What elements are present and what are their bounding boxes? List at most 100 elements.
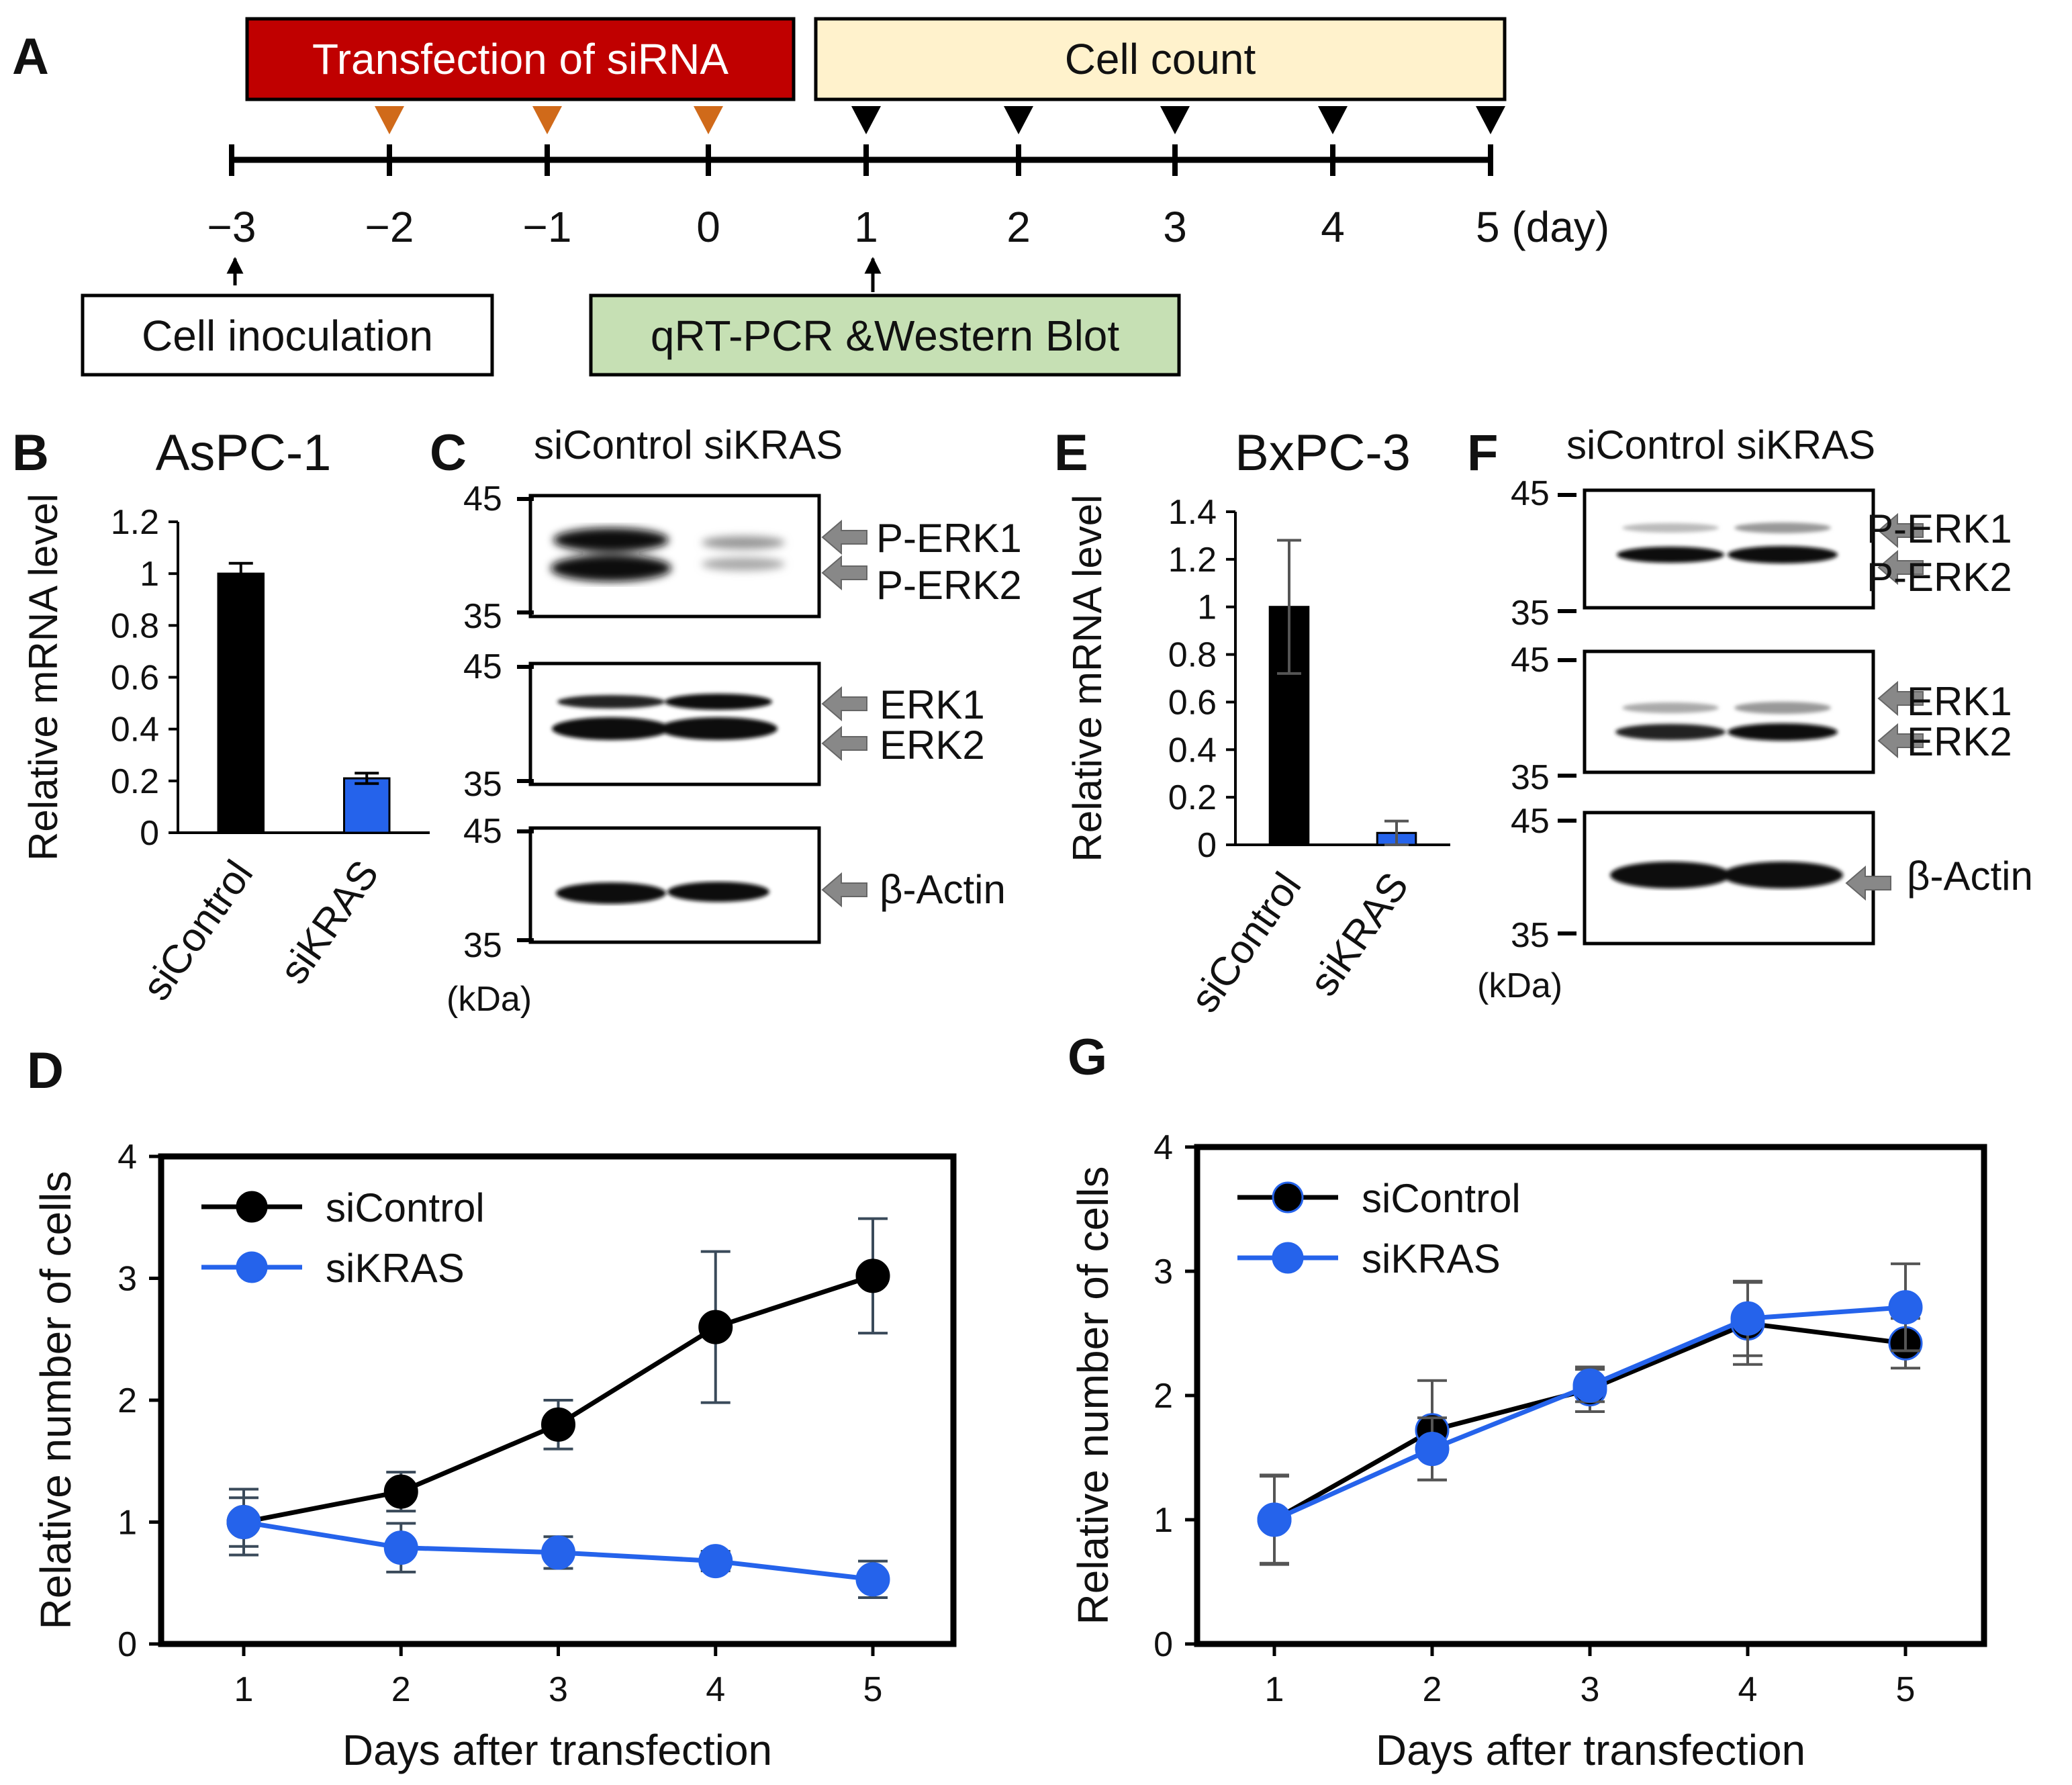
blot-c-header: siControl siKRAS (534, 422, 843, 467)
legend-marker (1272, 1181, 1304, 1214)
x-tick-label: 5 (1896, 1670, 1916, 1709)
cellcount-marker-icon (1160, 106, 1190, 134)
legend-marker (236, 1191, 268, 1223)
band-label-erk2: ERK2 (880, 723, 985, 768)
data-point (855, 1562, 890, 1597)
blot-c-actin (528, 826, 821, 944)
mw-marker: 45 (1511, 474, 1550, 513)
blot-panel-f: siControl siKRAS 45 35 45 35 45 (1477, 422, 2033, 1005)
transfection-label: Transfection of siRNA (312, 35, 728, 83)
blot-panel-c: siControl siKRAS 45 35 45 35 (446, 422, 1022, 1019)
panel-label-a: A (12, 28, 49, 85)
panel-label-c: C (430, 424, 467, 482)
timeline-panel: Transfection of siRNA Cell count −3 −2 −… (81, 17, 1610, 377)
x-tick-label: 3 (1581, 1670, 1600, 1709)
timeline-day-labels: −3 −2 −1 0 1 2 3 4 5 (day) (207, 203, 1610, 251)
arrow-icon (821, 555, 867, 591)
y-axis-label: Relative mRNA level (21, 494, 66, 861)
mw-marker: 35 (463, 597, 502, 636)
y-tick-label: 0 (140, 814, 159, 853)
x-tick-label: 4 (1738, 1670, 1758, 1709)
mw-unit: (kDa) (446, 980, 532, 1019)
band-label-erk2: ERK2 (1907, 719, 2012, 764)
bar (343, 777, 391, 834)
y-tick-label: 0.4 (1168, 731, 1217, 770)
data-point (1888, 1290, 1923, 1325)
transfection-box (245, 17, 796, 101)
inoculation-label: Cell inoculation (142, 312, 433, 360)
day-label: 3 (1163, 203, 1187, 251)
cellcount-box (814, 17, 1507, 101)
mw-marker: 45 (463, 812, 502, 851)
chart-b-mrna-aspc1: 0 0.2 0.4 0.6 0.8 1 1.2 siControl siKRAS AsPC-1 Re… (21, 424, 430, 1008)
arrow-icon (1845, 865, 1891, 901)
y-tick-label: 4 (117, 1138, 137, 1177)
data-point (698, 1310, 733, 1344)
y-tick-label: 1.2 (111, 503, 159, 542)
data-point (1415, 1432, 1450, 1467)
band-label-actin: β-Actin (880, 867, 1006, 912)
chart-g-growth-bxpc3: 0 1 2 3 4 1 2 3 4 5 siControl siKRAS Days after tran… (1069, 1128, 1987, 1774)
data-point (383, 1474, 418, 1509)
y-tick-label: 1 (1153, 1501, 1173, 1540)
mw-marker: 45 (463, 647, 502, 686)
blot-c-erk-bands (552, 694, 778, 740)
arrow-icon (821, 686, 867, 722)
legend-marker (1272, 1242, 1304, 1274)
mw-marker: 45 (463, 479, 502, 518)
y-tick-label: 0.8 (111, 606, 159, 645)
data-point (226, 1505, 261, 1539)
blot-c-perk (528, 494, 821, 619)
panel-label-b: B (12, 424, 49, 482)
y-axis-label: Relative number of cells (1069, 1166, 1117, 1625)
x-axis-label: Days after transfection (1376, 1726, 1805, 1774)
y-tick-label: 3 (117, 1260, 137, 1299)
y-tick-label: 0.2 (111, 762, 159, 801)
data-point (541, 1407, 575, 1442)
transfection-marker-icon (375, 106, 404, 134)
chart-d-growth-aspc1: 0 1 2 3 4 1 2 3 4 5 siControl siKRAS Days after tran… (32, 1138, 957, 1774)
legend-label: siKRAS (326, 1246, 465, 1291)
data-point (541, 1535, 575, 1570)
blot-c-actin-bands (556, 882, 769, 904)
cellcount-label: Cell count (1065, 35, 1256, 83)
band-label-perk2: P-ERK2 (876, 563, 1022, 608)
data-point (383, 1530, 418, 1565)
y-tick-label: 1 (117, 1504, 137, 1543)
band-label-perk2: P-ERK2 (1867, 555, 2012, 600)
legend-label: siControl (326, 1185, 485, 1230)
day-label: −3 (207, 203, 256, 251)
mw-marker: 35 (463, 926, 502, 965)
panel-label-d: D (27, 1042, 64, 1099)
y-tick-label: 1.4 (1168, 493, 1217, 532)
x-category-label: siControl (1182, 864, 1310, 1020)
day-label: 2 (1006, 203, 1031, 251)
mw-unit: (kDa) (1477, 966, 1562, 1005)
mw-marker: 35 (1511, 758, 1550, 797)
arrow-icon (1877, 549, 1924, 586)
data-point (855, 1258, 890, 1293)
transfection-marker-icon (532, 106, 562, 134)
x-category-label: siKRAS (271, 852, 387, 992)
y-tick-label: 4 (1153, 1128, 1173, 1167)
data-point (1257, 1502, 1292, 1537)
legend-label: siKRAS (1362, 1236, 1501, 1281)
y-tick-label: 0.4 (111, 711, 159, 749)
day-label: 5 (day) (1476, 203, 1609, 251)
band-label-perk1: P-ERK1 (876, 516, 1022, 561)
blot-f-perk (1583, 488, 1875, 610)
x-tick-label: 2 (1423, 1670, 1442, 1709)
timeline-markers (375, 106, 1505, 134)
mw-marker: 35 (1511, 594, 1550, 633)
blot-f-actin-bands (1610, 862, 1843, 888)
series-line (1273, 1305, 1906, 1522)
legend-marker (236, 1251, 268, 1283)
blot-f-erk-bands (1615, 702, 1838, 741)
y-tick-label: 0 (1153, 1625, 1173, 1664)
y-tick-label: 1 (140, 555, 159, 594)
mw-marker: 35 (1511, 916, 1550, 955)
x-tick-label: 1 (1265, 1670, 1284, 1709)
panel-label-g: G (1068, 1029, 1107, 1086)
y-tick-label: 0.6 (1168, 683, 1217, 722)
